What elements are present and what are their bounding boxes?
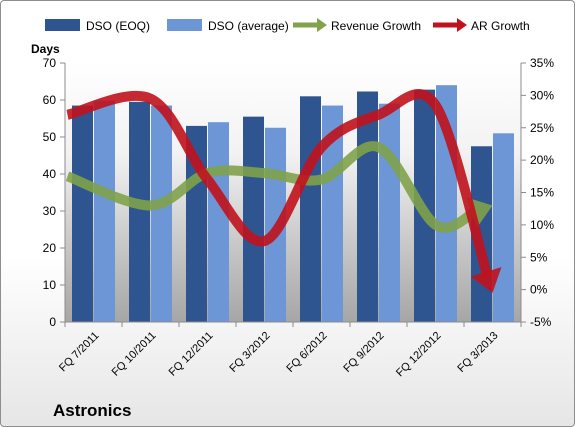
legend-item-1: DSO (average) [167, 19, 289, 33]
y-right-tick-label: 30% [530, 88, 554, 102]
line-ar-growth [66, 89, 493, 278]
x-tick-label: FQ 10/2011 [110, 330, 159, 379]
legend: DSO (EOQ) DSO (average) Revenue Growth AR G… [45, 18, 530, 33]
bar-dso-eoq-1 [129, 101, 150, 322]
x-tick-label: FQ 12/2011 [167, 330, 216, 379]
legend-item-2: Revenue Growth [293, 18, 421, 33]
bar-dso-eoq-3 [243, 116, 264, 323]
arrowhead-ar-growth [470, 267, 502, 293]
svg-text:DSO (EOQ): DSO (EOQ) [86, 19, 150, 33]
growth-lines-layer [65, 89, 502, 293]
y-left-tick-label: 0 [49, 315, 56, 329]
bar-dso-eoq-0 [72, 105, 93, 322]
bar-dso-average-7 [493, 133, 514, 322]
x-tick-label: FQ 6/2012 [284, 330, 329, 375]
y-right-tick-label: 15% [530, 186, 554, 200]
x-tick-label: FQ 3/2013 [455, 330, 500, 375]
y-left-tick-label: 40 [43, 167, 57, 181]
x-tick-label: FQ 3/2012 [227, 330, 272, 375]
y-right-tick-label: 25% [530, 121, 554, 135]
bar-dso-average-2 [208, 122, 229, 322]
x-tick-label: FQ 7/2011 [57, 330, 102, 375]
y-left-tick-label: 60 [43, 93, 57, 107]
company-label: Astronics [53, 401, 131, 420]
x-tick-label: FQ 9/2012 [341, 330, 386, 375]
legend-swatch [45, 19, 80, 31]
y-left-tick-label: 10 [43, 278, 57, 292]
y-right-tick-label: 5% [530, 250, 548, 264]
y-right-tick-label: 0% [530, 283, 548, 297]
legend-arrow [317, 18, 327, 32]
y-right-tick-label: 20% [530, 153, 554, 167]
legend-item-0: DSO (EOQ) [45, 19, 150, 33]
y-left-tick-label: 50 [43, 130, 57, 144]
y-left-tick-label: 30 [43, 204, 57, 218]
bar-dso-average-5 [379, 103, 400, 322]
legend-item-3: AR Growth [433, 18, 530, 33]
bars-layer [72, 85, 514, 323]
y-left-tick-label: 70 [43, 56, 57, 70]
line-revenue-growth [65, 141, 479, 233]
y-right-tick-label: 10% [530, 218, 554, 232]
svg-text:AR Growth: AR Growth [471, 19, 530, 33]
y-left-tick-label: 20 [43, 241, 57, 255]
bar-dso-eoq-4 [300, 96, 321, 322]
svg-text:Revenue Growth: Revenue Growth [331, 19, 421, 33]
legend-swatch [167, 19, 202, 31]
bar-dso-average-0 [94, 100, 115, 323]
bar-dso-average-1 [151, 105, 172, 322]
y-right-tick-label: -5% [530, 315, 552, 329]
legend-arrow [457, 18, 467, 32]
x-tick-label: FQ 12/2012 [394, 330, 444, 380]
svg-text:DSO (average): DSO (average) [208, 19, 289, 33]
y-right-tick-label: 35% [530, 56, 554, 70]
bar-dso-average-4 [322, 105, 343, 322]
y-left-axis-title: Days [31, 42, 60, 56]
